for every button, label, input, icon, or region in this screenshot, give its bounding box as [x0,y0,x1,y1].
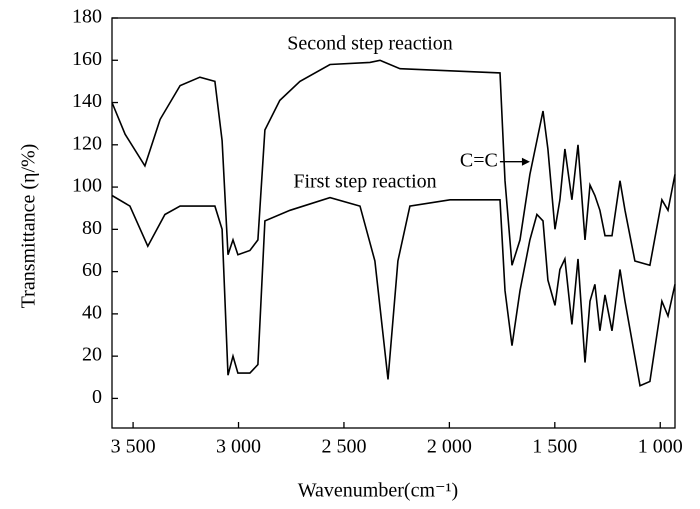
series-label: Second step reaction [287,33,453,55]
y-tick-label: 180 [72,6,102,28]
y-tick-label: 100 [72,175,102,197]
spectrum-line [111,59,676,267]
plot-frame [111,17,676,429]
y-axis-label: Transmittance (η/%) [18,144,40,309]
x-tick-label: 3 500 [111,436,156,458]
x-tick-label: 1 500 [532,436,577,458]
y-tick-label: 20 [82,344,102,366]
x-axis-label: Wavenumber(cm⁻¹) [298,480,458,502]
y-tick-label: 0 [92,386,102,408]
x-tick-label: 2 000 [427,436,472,458]
y-tick-label: 60 [82,259,102,281]
spectrum-line [111,194,676,387]
y-tick-label: 160 [72,48,102,70]
arrow-head [521,157,530,166]
y-tick-label: 80 [82,217,102,239]
series-label: First step reaction [293,171,436,193]
x-tick-label: 1 000 [638,436,683,458]
y-tick-label: 140 [72,90,102,112]
y-tick-label: 120 [72,132,102,154]
annotation: C=C [460,149,498,171]
x-tick-label: 3 000 [216,436,261,458]
y-tick-label: 40 [82,301,102,323]
x-tick-label: 2 500 [321,436,366,458]
